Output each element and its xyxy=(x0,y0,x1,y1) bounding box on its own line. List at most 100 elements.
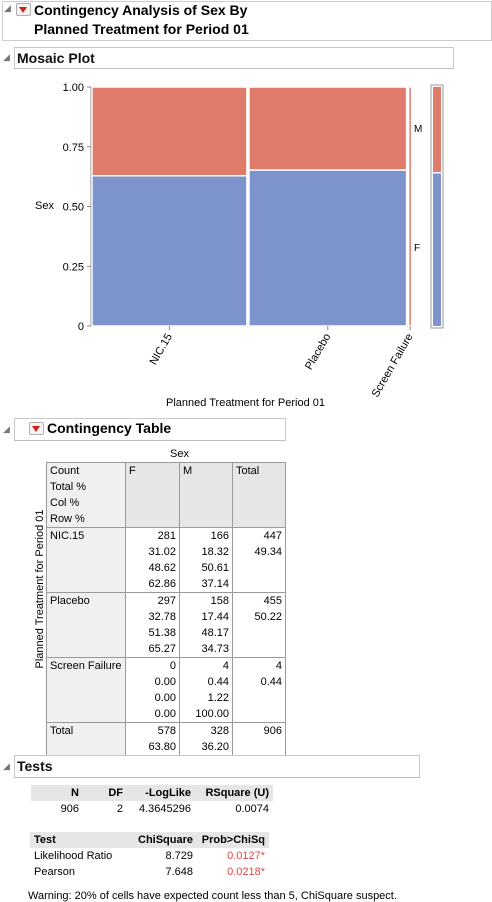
contingency-column-header xyxy=(179,479,233,495)
collapse-mosaic-triangle-icon[interactable]: ◢ xyxy=(3,52,10,62)
mosaic-right-label-m: M xyxy=(414,124,423,135)
contingency-cell-total: 455 xyxy=(232,592,286,609)
contingency-row: Placebo 297 158 455 xyxy=(46,592,286,609)
contingency-cell-m: 50.61 xyxy=(179,560,233,576)
report-red-triangle-menu-icon[interactable] xyxy=(16,3,31,16)
contingency-legend-row: Total % xyxy=(46,479,286,495)
contingency-row: 65.27 34.73 xyxy=(46,641,286,658)
mosaic-tile xyxy=(407,86,413,327)
contingency-row: 31.02 18.32 49.34 xyxy=(46,544,286,560)
contingency-total-f: 63.80 xyxy=(125,739,180,756)
mosaic-y-tick-label: 1.00 xyxy=(63,82,84,94)
contingency-cell-f: 0.00 xyxy=(125,674,180,690)
contingency-legend-row: Col % xyxy=(46,495,286,511)
contingency-cell-total xyxy=(232,641,286,658)
contingency-cell-m: 4 xyxy=(179,657,233,674)
contingency-cell-f: 31.02 xyxy=(125,544,180,560)
contingency-cell-f: 62.86 xyxy=(125,576,180,593)
contingency-table: Count F M Total Total % Col % Row % NIC.15 281 16… xyxy=(46,462,286,756)
contingency-column-header xyxy=(232,495,286,511)
tests-chisq-p-pearson: 0.0218* xyxy=(227,866,266,878)
contingency-cell-total xyxy=(232,560,286,576)
report-title: Contingency Analysis of Sex By Planned T… xyxy=(34,1,249,39)
contingency-cell-m: 0.44 xyxy=(179,674,233,690)
mosaic-tile xyxy=(248,86,408,171)
contingency-total-total xyxy=(232,739,286,756)
contingency-total-label xyxy=(46,739,126,756)
contingency-legend-row: Count F M Total xyxy=(46,462,286,479)
contingency-legend-label: Row % xyxy=(46,511,126,528)
contingency-cell-m: 17.44 xyxy=(179,609,233,625)
contingency-cell-total: 49.34 xyxy=(232,544,286,560)
contingency-row: NIC.15 281 166 447 xyxy=(46,527,286,544)
contingency-cell-total: 50.22 xyxy=(232,609,286,625)
tests-summary-rsquare: 0.0074 xyxy=(235,803,269,815)
contingency-total-m: 36.20 xyxy=(179,739,233,756)
tests-summary-header-rsquare: RSquare (U) xyxy=(205,787,269,799)
contingency-cell-f: 297 xyxy=(125,592,180,609)
collapse-contingency-triangle-icon[interactable]: ◢ xyxy=(3,424,10,434)
contingency-legend-label: Col % xyxy=(46,495,126,511)
mosaic-plot-header[interactable]: Mosaic Plot xyxy=(14,47,454,69)
report-title-line2: Planned Treatment for Period 01 xyxy=(34,21,249,37)
tests-chisq-header-p: Prob>ChiSq xyxy=(201,834,266,846)
contingency-red-triangle-menu-icon[interactable] xyxy=(29,422,44,435)
report-title-line1: Contingency Analysis of Sex By xyxy=(34,2,248,18)
contingency-total-f: 578 xyxy=(125,722,180,739)
contingency-row-label xyxy=(46,576,126,593)
contingency-row-label: Placebo xyxy=(46,592,126,609)
contingency-row-label xyxy=(46,609,126,625)
contingency-row: 0.00 1.22 xyxy=(46,690,286,706)
contingency-cell-total: 4 xyxy=(232,657,286,674)
contingency-row: 48.62 50.61 xyxy=(46,560,286,576)
contingency-total-row: 63.80 36.20 xyxy=(46,739,286,756)
mosaic-marginal-m xyxy=(433,87,441,173)
tests-summary-header-df: DF xyxy=(108,787,123,799)
contingency-col-group-label: Sex xyxy=(170,448,189,460)
contingency-cell-total xyxy=(232,576,286,593)
contingency-cell-f: 0.00 xyxy=(125,706,180,723)
contingency-cell-total xyxy=(232,690,286,706)
contingency-cell-m: 166 xyxy=(179,527,233,544)
tests-summary-table: N DF -LogLike RSquare (U) 906 2 4.364529… xyxy=(31,785,273,817)
tests-chisq-test-lr: Likelihood Ratio xyxy=(34,850,113,862)
contingency-column-header xyxy=(179,511,233,528)
mosaic-y-tick-label: 0.75 xyxy=(63,142,84,154)
contingency-row: 0.00 100.00 xyxy=(46,706,286,723)
contingency-row-label xyxy=(46,674,126,690)
contingency-row: 51.38 48.17 xyxy=(46,625,286,641)
mosaic-marginal-f xyxy=(433,173,441,326)
contingency-row: 0.00 0.44 0.44 xyxy=(46,674,286,690)
contingency-column-header: Total xyxy=(232,462,286,479)
contingency-total-row: Total 578 328 906 xyxy=(46,722,286,739)
contingency-cell-m: 37.14 xyxy=(179,576,233,593)
contingency-cell-f: 48.62 xyxy=(125,560,180,576)
collapse-tests-triangle-icon[interactable]: ◢ xyxy=(3,761,10,771)
mosaic-x-tick-label: Placebo xyxy=(303,332,333,372)
tests-chisq-test-pearson: Pearson xyxy=(34,866,75,878)
contingency-total-label: Total xyxy=(46,722,126,739)
collapse-report-triangle-icon[interactable]: ◢ xyxy=(4,3,11,13)
mosaic-x-tick-label: NIC.15 xyxy=(148,332,176,368)
tests-header[interactable]: Tests xyxy=(14,755,420,778)
contingency-row: 62.86 37.14 xyxy=(46,576,286,593)
contingency-table-title: Contingency Table xyxy=(47,420,172,436)
contingency-row-label: NIC.15 xyxy=(46,527,126,544)
contingency-column-header xyxy=(232,511,286,528)
contingency-row-label xyxy=(46,625,126,641)
contingency-total-total: 906 xyxy=(232,722,286,739)
contingency-cell-m: 48.17 xyxy=(179,625,233,641)
tests-summary-n: 906 xyxy=(60,803,79,815)
contingency-cell-f: 281 xyxy=(125,527,180,544)
mosaic-plot: 0 0.25 0.50 0.75 1.00 NIC.15 Placebo Screen Fai… xyxy=(63,82,444,399)
tests-chisq-value-lr: 8.729 xyxy=(165,850,194,862)
contingency-row-label xyxy=(46,560,126,576)
contingency-cell-total xyxy=(232,706,286,723)
contingency-table-header[interactable] xyxy=(14,418,286,441)
contingency-column-header xyxy=(179,495,233,511)
contingency-legend-label: Total % xyxy=(46,479,126,495)
mosaic-plot-title: Mosaic Plot xyxy=(17,50,95,66)
mosaic-y-tick-label: 0.50 xyxy=(63,202,84,214)
contingency-row-label xyxy=(46,641,126,658)
mosaic-y-tick-label: 0.25 xyxy=(63,261,84,273)
